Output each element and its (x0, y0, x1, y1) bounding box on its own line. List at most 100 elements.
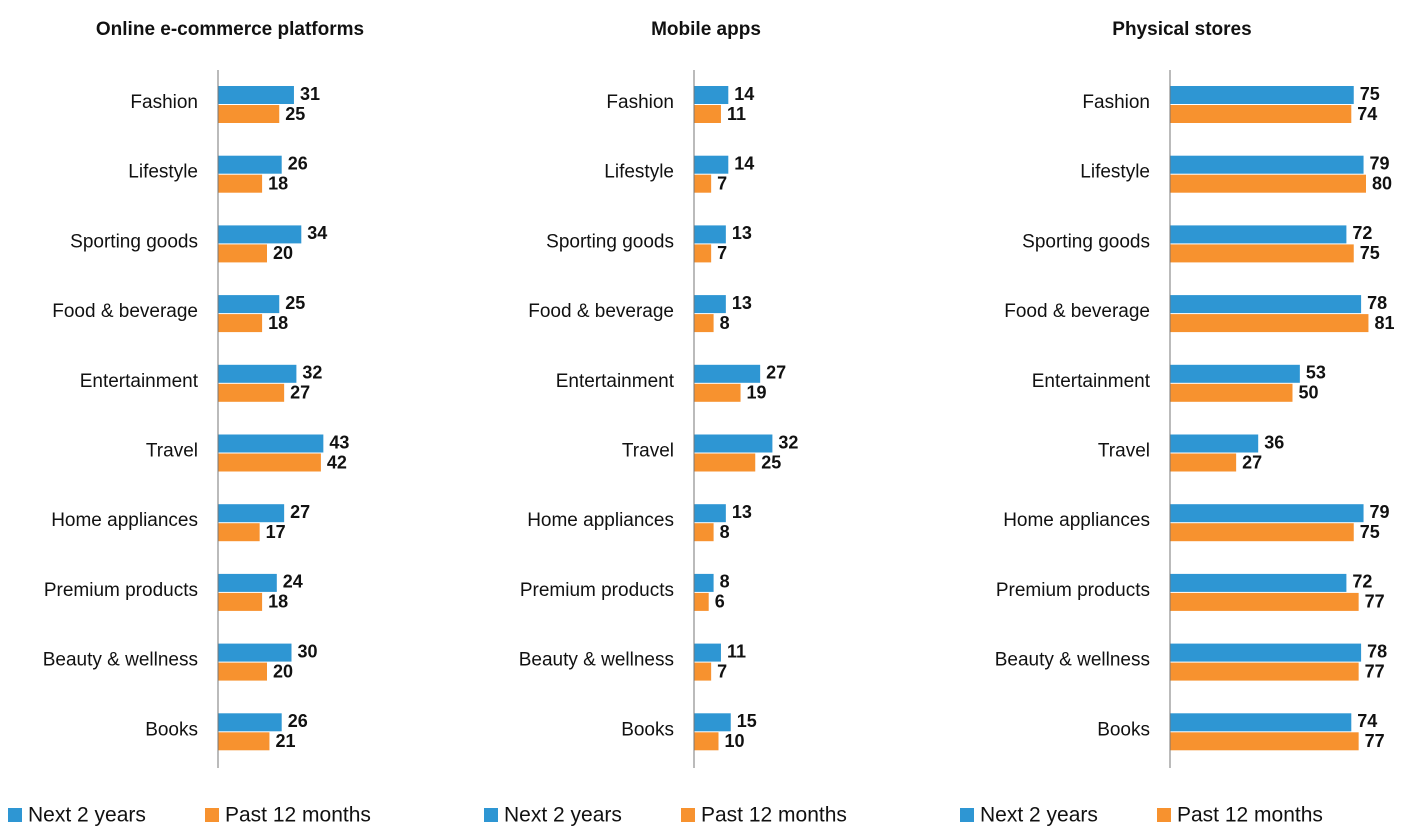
bar (694, 434, 773, 453)
bar (1170, 573, 1347, 592)
category-label: Sporting goods (546, 231, 674, 252)
bar (694, 523, 714, 542)
legend-label: Next 2 years (28, 804, 146, 827)
bar (218, 453, 321, 472)
bar (1170, 453, 1237, 472)
data-label: 8 (720, 572, 730, 592)
bar (218, 105, 280, 123)
bar (1170, 244, 1354, 263)
bar (218, 592, 263, 611)
data-label: 26 (288, 153, 308, 173)
data-label: 18 (268, 313, 288, 333)
category-label: Entertainment (1032, 371, 1151, 392)
data-label: 53 (1306, 363, 1326, 383)
data-label: 78 (1367, 293, 1387, 313)
data-label: 7 (717, 243, 727, 263)
bar (218, 244, 267, 263)
data-label: 18 (268, 592, 288, 612)
data-label: 50 (1299, 383, 1319, 403)
data-label: 72 (1352, 572, 1372, 592)
bar (218, 364, 297, 383)
data-label: 32 (302, 363, 322, 383)
data-label: 14 (734, 84, 754, 104)
bar (218, 314, 263, 333)
bar (1170, 225, 1347, 244)
data-label: 14 (734, 153, 754, 173)
data-label: 43 (329, 432, 349, 452)
bar (1170, 86, 1354, 104)
data-label: 8 (720, 313, 730, 333)
bar (218, 643, 292, 662)
bar (694, 592, 709, 611)
bar (694, 295, 726, 314)
data-label: 27 (766, 363, 786, 383)
bar (694, 453, 756, 472)
bar (694, 662, 712, 681)
category-label: Lifestyle (604, 162, 674, 183)
bar (694, 383, 741, 402)
bar (218, 523, 260, 542)
category-label: Lifestyle (128, 162, 198, 183)
bar (694, 225, 726, 244)
bar (1170, 643, 1362, 662)
bar (218, 86, 294, 104)
category-label: Beauty & wellness (995, 650, 1150, 671)
bar (694, 732, 719, 751)
bar (1170, 383, 1293, 402)
data-label: 8 (720, 522, 730, 542)
chart-title: Mobile apps (651, 19, 761, 40)
data-label: 7 (717, 661, 727, 681)
bar (218, 662, 267, 681)
category-label: Entertainment (556, 371, 675, 392)
data-label: 21 (275, 731, 295, 751)
data-label: 7 (717, 173, 727, 193)
data-label: 19 (747, 383, 767, 403)
bar (218, 155, 282, 174)
category-label: Sporting goods (1022, 231, 1150, 252)
category-label: Fashion (1082, 92, 1150, 113)
data-label: 11 (727, 104, 746, 124)
legend-swatch (484, 808, 498, 822)
bar (1170, 155, 1364, 174)
data-label: 26 (288, 711, 308, 731)
category-label: Premium products (996, 580, 1150, 601)
category-label: Food & beverage (1004, 301, 1150, 322)
data-label: 78 (1367, 641, 1387, 661)
bar (1170, 662, 1359, 681)
legend-swatch (1157, 808, 1171, 822)
category-label: Home appliances (51, 510, 198, 531)
bar (218, 383, 285, 402)
category-label: Fashion (130, 92, 198, 113)
bar (1170, 434, 1259, 453)
bar (218, 295, 280, 314)
bar (694, 244, 712, 263)
bar (218, 504, 285, 523)
data-label: 77 (1365, 731, 1385, 751)
data-label: 79 (1370, 153, 1390, 173)
data-label: 20 (273, 661, 293, 681)
data-label: 13 (732, 502, 752, 522)
data-label: 30 (298, 641, 318, 661)
data-label: 77 (1365, 592, 1385, 612)
legend-swatch (205, 808, 219, 822)
category-label: Fashion (606, 92, 674, 113)
bar (1170, 174, 1366, 193)
category-label: Books (621, 719, 674, 740)
bar (218, 174, 263, 193)
category-label: Travel (622, 441, 674, 462)
bar (694, 504, 726, 523)
bar (1170, 295, 1362, 314)
data-label: 75 (1360, 522, 1380, 542)
data-label: 74 (1357, 711, 1377, 731)
bar (694, 643, 721, 662)
legend-label: Next 2 years (504, 804, 622, 827)
legend-label: Past 12 months (225, 804, 371, 827)
category-label: Premium products (44, 580, 198, 601)
category-label: Sporting goods (70, 231, 198, 252)
category-label: Travel (146, 441, 198, 462)
data-label: 18 (268, 173, 288, 193)
bar (694, 314, 714, 333)
category-label: Home appliances (527, 510, 674, 531)
data-label: 13 (732, 223, 752, 243)
